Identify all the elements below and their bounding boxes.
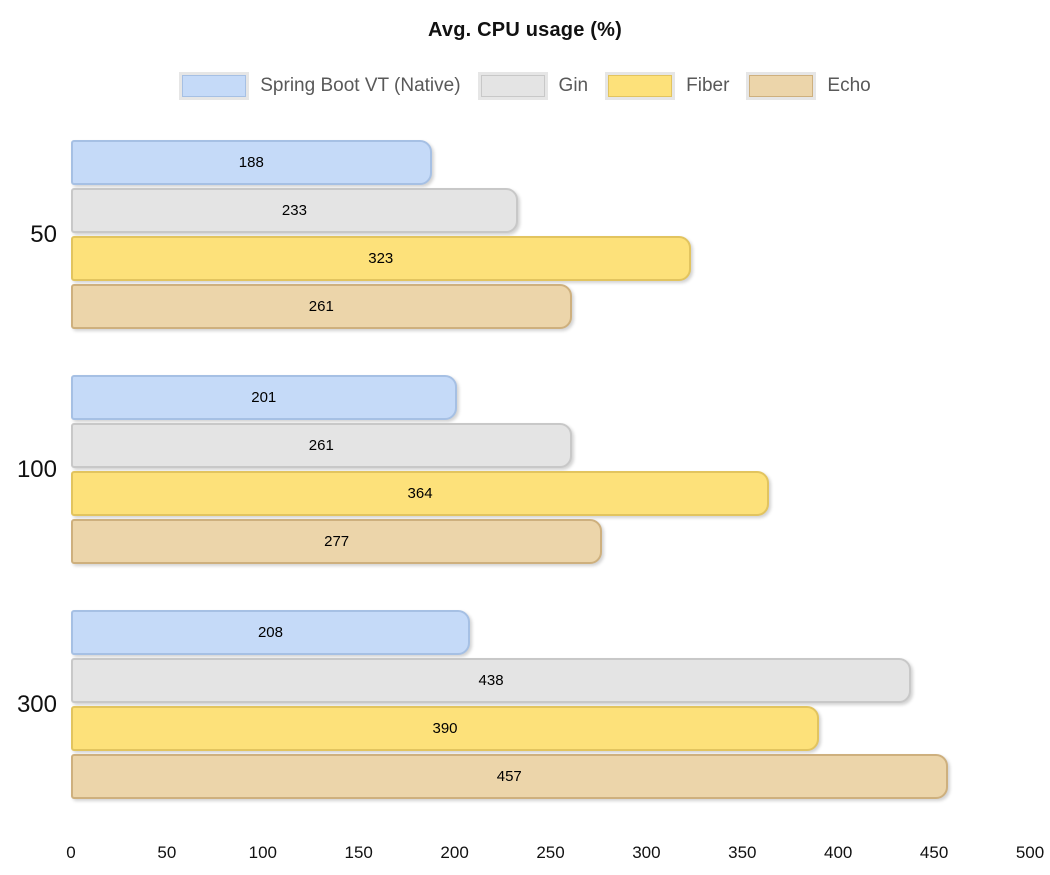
x-tick-label: 500 bbox=[1015, 843, 1045, 862]
bar-gin[interactable]: 233 bbox=[71, 188, 518, 233]
bar-echo[interactable]: 457 bbox=[71, 754, 948, 799]
x-tick-label: 150 bbox=[344, 843, 373, 862]
bar-value-label: 261 bbox=[308, 437, 334, 454]
legend-item-gin[interactable]: Gin bbox=[477, 72, 589, 100]
x-tick-label: 0 bbox=[66, 843, 76, 862]
x-tick-label: 200 bbox=[440, 843, 469, 862]
bar-spring-boot-vt-native[interactable]: 201 bbox=[71, 375, 457, 420]
bar-value-label: 438 bbox=[478, 672, 504, 689]
bar-value-label: 188 bbox=[238, 154, 264, 171]
x-tick-label: 350 bbox=[728, 843, 757, 862]
bar-value-label: 201 bbox=[251, 389, 277, 406]
category-label: 50 bbox=[30, 220, 57, 248]
bar-echo[interactable]: 261 bbox=[71, 284, 572, 329]
bar-value-label: 364 bbox=[407, 485, 433, 502]
bar-group-50: 50 188 233 323 261 bbox=[0, 140, 1030, 329]
legend-label: Spring Boot VT (Native) bbox=[260, 75, 461, 96]
bar-group-300: 300 208 438 390 457 bbox=[0, 610, 1030, 799]
legend-item-fiber[interactable]: Fiber bbox=[605, 72, 729, 100]
chart-title: Avg. CPU usage (%) bbox=[427, 19, 622, 41]
legend: Spring Boot VT (Native) Gin Fiber Echo bbox=[0, 72, 1050, 100]
legend-label: Echo bbox=[827, 75, 871, 96]
bars: 201 261 364 277 bbox=[71, 375, 1030, 564]
bar-group-100: 100 201 261 364 277 bbox=[0, 375, 1030, 564]
legend-swatch-color bbox=[608, 75, 673, 97]
bar-value-label: 208 bbox=[257, 624, 283, 641]
legend-swatch-icon bbox=[477, 72, 548, 100]
legend-swatch-icon bbox=[605, 72, 676, 100]
x-tick-label: 300 bbox=[632, 843, 661, 862]
bars: 188 233 323 261 bbox=[71, 140, 1030, 329]
x-tick-label: 50 bbox=[157, 843, 177, 862]
legend-label: Gin bbox=[558, 75, 589, 96]
x-tick-label: 400 bbox=[824, 843, 853, 862]
bar-fiber[interactable]: 390 bbox=[71, 706, 820, 751]
plot-area: 50 188 233 323 261 100 201 261 364 277 300 208 438 39… bbox=[0, 140, 1030, 799]
x-tick-label: 250 bbox=[536, 843, 565, 862]
legend-swatch-color bbox=[749, 75, 814, 97]
legend-swatch-icon bbox=[746, 72, 817, 100]
bar-spring-boot-vt-native[interactable]: 208 bbox=[71, 610, 470, 655]
bar-fiber[interactable]: 323 bbox=[71, 236, 691, 281]
bar-spring-boot-vt-native[interactable]: 188 bbox=[71, 140, 432, 185]
bar-value-label: 233 bbox=[281, 202, 307, 219]
legend-swatch-color bbox=[182, 75, 247, 97]
category-label: 300 bbox=[16, 690, 57, 718]
x-tick-label: 450 bbox=[919, 843, 949, 862]
bar-value-label: 457 bbox=[496, 768, 522, 785]
bar-gin[interactable]: 438 bbox=[71, 658, 912, 703]
bar-value-label: 323 bbox=[368, 250, 394, 267]
category-label: 100 bbox=[16, 455, 57, 483]
x-axis: 0 50 100 150 200 250 300 350 400 450 500 bbox=[66, 843, 1044, 865]
bars: 208 438 390 457 bbox=[71, 610, 1030, 799]
bar-value-label: 390 bbox=[432, 720, 458, 737]
legend-swatch-color bbox=[480, 75, 545, 97]
legend-label: Fiber bbox=[686, 75, 730, 96]
bar-echo[interactable]: 277 bbox=[71, 519, 603, 564]
bar-gin[interactable]: 261 bbox=[71, 423, 572, 468]
x-tick-label: 100 bbox=[248, 843, 277, 862]
legend-item-echo[interactable]: Echo bbox=[746, 72, 871, 100]
bar-value-label: 277 bbox=[324, 533, 350, 550]
bar-value-label: 261 bbox=[308, 298, 334, 315]
bar-fiber[interactable]: 364 bbox=[71, 471, 770, 516]
legend-swatch-icon bbox=[179, 72, 250, 100]
legend-item-spring-boot-vt-native[interactable]: Spring Boot VT (Native) bbox=[179, 72, 461, 100]
